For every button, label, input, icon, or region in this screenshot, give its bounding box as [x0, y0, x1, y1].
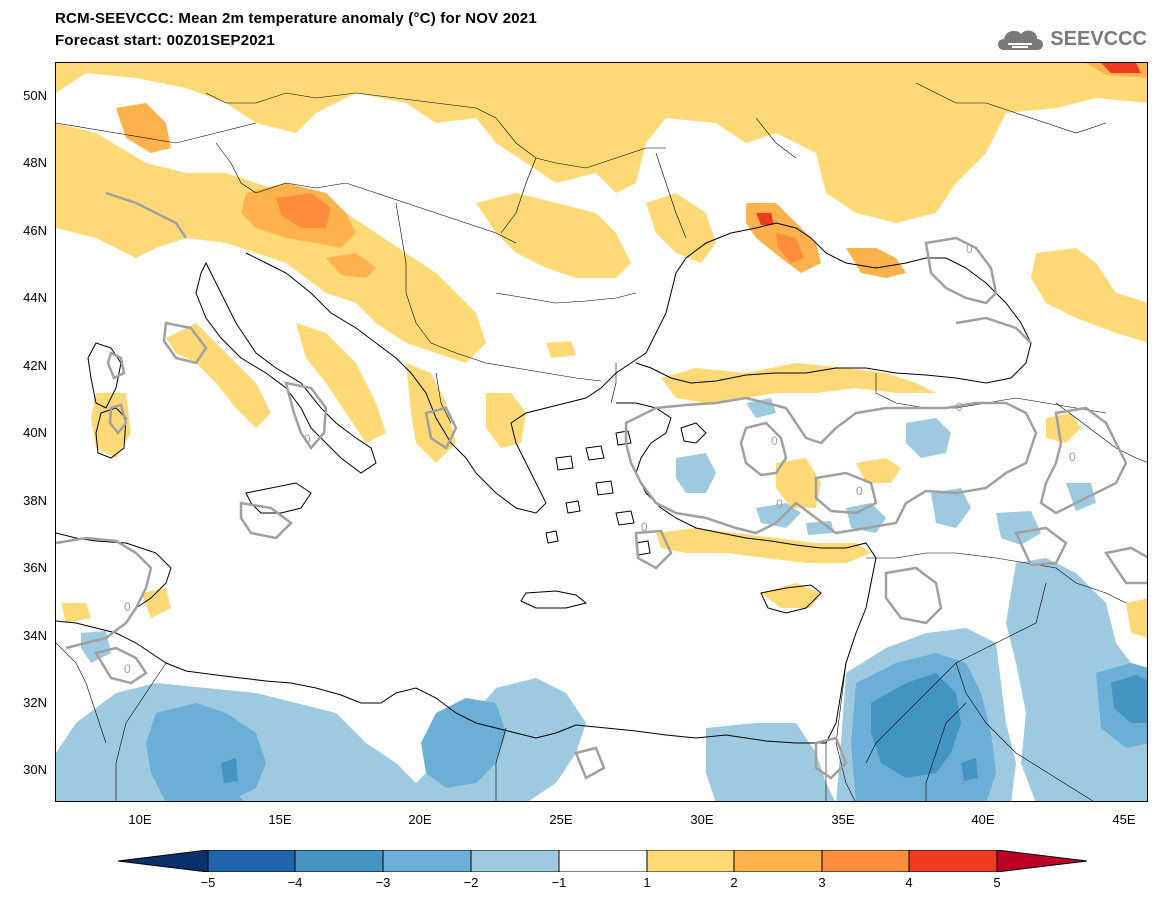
colorbar-label: 5 — [993, 875, 1001, 890]
lat-label: 30N — [23, 762, 47, 777]
contour-label: 0 — [966, 242, 973, 256]
lat-label: 48N — [23, 155, 47, 170]
lat-label: 34N — [23, 628, 47, 643]
colorbar-label: −2 — [463, 875, 479, 890]
map-title: RCM-SEEVCCC: Mean 2m temperature anomaly… — [55, 10, 537, 27]
contour-label: 0 — [1069, 450, 1076, 464]
lat-label: 40N — [23, 425, 47, 440]
lon-label: 20E — [408, 812, 432, 827]
lat-label: 46N — [23, 223, 47, 238]
cloud-icon — [998, 30, 1044, 50]
contour-label: 0 — [771, 434, 778, 448]
colorbar-swatches — [117, 849, 1088, 873]
contour-label: 0 — [776, 497, 783, 511]
coastlines — [56, 222, 1032, 744]
lon-label: 35E — [831, 812, 855, 827]
colorbar-label: −4 — [287, 875, 303, 890]
warm-anomaly-extreme — [756, 63, 1141, 225]
colorbar-label: −1 — [551, 875, 567, 890]
warm-anomaly-strong — [276, 193, 804, 263]
seevccc-logo: SEEVCCC — [994, 24, 1147, 54]
lon-label: 10E — [128, 812, 152, 827]
colorbar-label: 4 — [905, 875, 913, 890]
contour-label: 0 — [304, 432, 311, 446]
lon-label: 45E — [1112, 812, 1136, 827]
lon-label: 30E — [690, 812, 714, 827]
logo-text: SEEVCCC — [1050, 27, 1147, 50]
anomaly-map: 0 0 0 0 0 0 0 0 0 0 — [55, 62, 1148, 802]
lat-label: 44N — [23, 290, 47, 305]
colorbar-label: 3 — [818, 875, 826, 890]
lat-label: 36N — [23, 560, 47, 575]
contour-label: 0 — [856, 484, 863, 498]
anomaly-map-canvas: 0 0 0 0 0 0 0 0 0 0 — [56, 63, 1147, 801]
contour-label: 0 — [641, 520, 648, 534]
contour-label: 0 — [124, 662, 131, 676]
lat-label: 38N — [23, 493, 47, 508]
lon-label: 40E — [971, 812, 995, 827]
country-borders — [56, 82, 1147, 801]
lon-label: 15E — [268, 812, 292, 827]
contour-label: 0 — [124, 600, 131, 614]
cool-anomaly-strong — [221, 673, 1147, 783]
contour-label: 0 — [956, 400, 963, 414]
lat-label: 32N — [23, 695, 47, 710]
colorbar-label: −5 — [200, 875, 216, 890]
colorbar-label: 1 — [643, 875, 651, 890]
warm-anomaly-areas — [56, 63, 1147, 638]
forecast-start-label: Forecast start: 00Z01SEP2021 — [55, 32, 275, 49]
colorbar — [117, 849, 1088, 877]
colorbar-label: 2 — [730, 875, 738, 890]
colorbar-label: −3 — [375, 875, 391, 890]
contour-labels: 0 0 0 0 0 0 0 0 0 0 — [124, 242, 1076, 676]
lon-label: 25E — [549, 812, 573, 827]
lat-label: 42N — [23, 358, 47, 373]
lat-label: 50N — [23, 88, 47, 103]
zero-contour-lines — [56, 191, 1147, 780]
